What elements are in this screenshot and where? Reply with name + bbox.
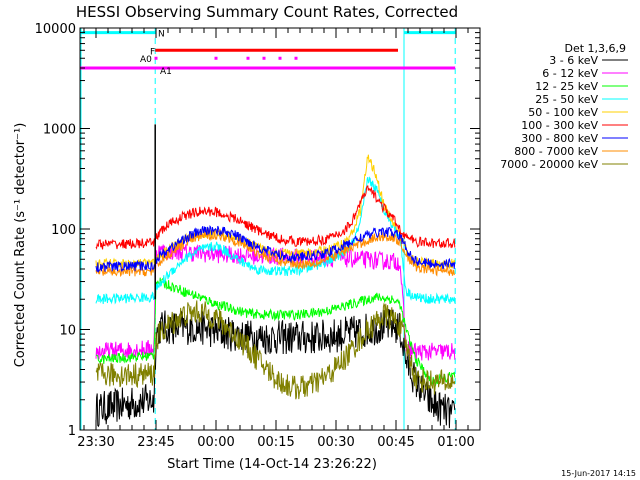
legend-entry-label: 7000 - 20000 keV: [500, 158, 598, 171]
flag-label-F: F: [150, 47, 155, 57]
series-line-8: [95, 300, 456, 400]
flag-dot: [246, 56, 250, 60]
flag-dot: [294, 56, 298, 60]
legend-entry-label: 100 - 300 keV: [521, 119, 598, 132]
series-line-0: [95, 308, 456, 429]
flag-label-A1: A1: [160, 67, 172, 77]
legend-title: Det 1,3,6,9: [564, 42, 626, 55]
legend-entry-label: 800 - 7000 keV: [514, 145, 598, 158]
y-tick-label: 100: [51, 223, 76, 238]
y-axis-label: Corrected Count Rate (s⁻¹ detector⁻¹): [13, 123, 28, 368]
x-tick-label: 00:00: [197, 435, 234, 450]
legend-entry-label: 3 - 6 keV: [549, 54, 598, 67]
legend-entry-label: 6 - 12 keV: [542, 67, 598, 80]
plot-frame: [79, 27, 481, 431]
x-tick-label: 00:45: [377, 435, 414, 450]
flag-label-A0: A0: [140, 55, 152, 65]
legend-entry-label: 300 - 800 keV: [521, 132, 598, 145]
x-axis-label: Start Time (14-Oct-14 23:26:22): [167, 457, 377, 472]
flag-label-N: N: [158, 30, 165, 40]
x-tick-label: 00:30: [317, 435, 354, 450]
flag-dot: [278, 56, 282, 60]
flag-dot: [154, 56, 158, 60]
y-tick-label: 10000: [35, 22, 76, 37]
chart-title: HESSI Observing Summary Count Rates, Cor…: [76, 3, 458, 21]
flag-dot: [214, 56, 218, 60]
legend-entry-label: 25 - 50 keV: [535, 93, 598, 106]
x-tick-label: 00:15: [257, 435, 294, 450]
footer-date: 15-Jun-2017 14:15: [561, 469, 636, 478]
y-tick-label: 1: [68, 424, 76, 439]
legend-entry-label: 50 - 100 keV: [528, 106, 598, 119]
y-tick-label: 1000: [43, 123, 76, 138]
legend-entry-label: 12 - 25 keV: [535, 80, 598, 93]
y-tick-label: 10: [59, 324, 76, 339]
x-tick-label: 23:45: [137, 435, 174, 450]
x-tick-label: 23:30: [77, 435, 114, 450]
flag-dot: [262, 56, 266, 60]
x-tick-label: 01:00: [437, 435, 474, 450]
